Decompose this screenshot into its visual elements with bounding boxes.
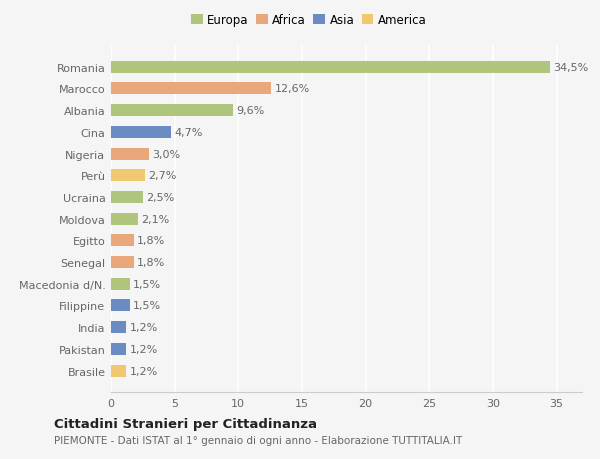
- Bar: [111, 300, 130, 312]
- Bar: [111, 213, 138, 225]
- Text: 1,2%: 1,2%: [130, 366, 158, 376]
- Bar: [111, 127, 171, 139]
- Text: 34,5%: 34,5%: [553, 62, 589, 73]
- Text: 1,8%: 1,8%: [137, 257, 166, 268]
- Text: 1,5%: 1,5%: [133, 279, 161, 289]
- Bar: [111, 148, 149, 160]
- Text: 2,1%: 2,1%: [141, 214, 169, 224]
- Text: 1,8%: 1,8%: [137, 236, 166, 246]
- Legend: Europa, Africa, Asia, America: Europa, Africa, Asia, America: [191, 14, 427, 27]
- Text: 1,5%: 1,5%: [133, 301, 161, 311]
- Bar: [111, 170, 145, 182]
- Text: 1,2%: 1,2%: [130, 344, 158, 354]
- Text: 9,6%: 9,6%: [236, 106, 265, 116]
- Text: 3,0%: 3,0%: [152, 149, 181, 159]
- Text: PIEMONTE - Dati ISTAT al 1° gennaio di ogni anno - Elaborazione TUTTITALIA.IT: PIEMONTE - Dati ISTAT al 1° gennaio di o…: [54, 435, 462, 445]
- Bar: [111, 257, 134, 269]
- Bar: [111, 343, 126, 355]
- Text: 2,7%: 2,7%: [149, 171, 177, 181]
- Text: 12,6%: 12,6%: [275, 84, 310, 94]
- Bar: [111, 321, 126, 333]
- Text: Cittadini Stranieri per Cittadinanza: Cittadini Stranieri per Cittadinanza: [54, 417, 317, 430]
- Bar: [111, 235, 134, 247]
- Text: 4,7%: 4,7%: [174, 128, 202, 138]
- Text: 1,2%: 1,2%: [130, 322, 158, 332]
- Bar: [111, 365, 126, 377]
- Bar: [111, 105, 233, 117]
- Bar: [111, 83, 271, 95]
- Bar: [111, 62, 550, 73]
- Bar: [111, 191, 143, 203]
- Bar: [111, 278, 130, 290]
- Text: 2,5%: 2,5%: [146, 192, 174, 202]
